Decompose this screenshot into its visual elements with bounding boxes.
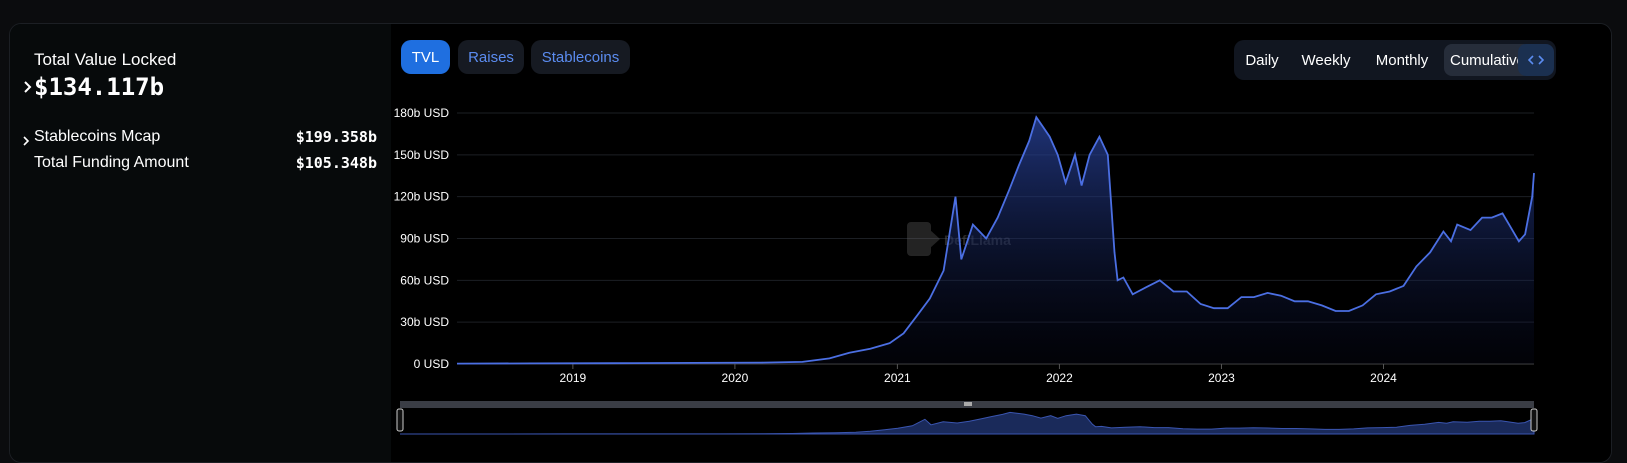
period-selector: Daily Weekly Monthly Cumulative	[1234, 40, 1556, 80]
code-icon[interactable]	[1518, 44, 1554, 76]
tab-raises[interactable]: Raises	[458, 40, 524, 74]
period-weekly[interactable]: Weekly	[1301, 51, 1351, 69]
chart-panel: TVL Raises Stablecoins	[391, 24, 1611, 462]
period-cumulative[interactable]: Cumulative	[1444, 44, 1531, 76]
total-funding-value: $105.348b	[295, 154, 377, 172]
stablecoins-mcap-value: $199.358b	[295, 128, 377, 146]
tab-stablecoins[interactable]: Stablecoins	[531, 40, 630, 74]
period-daily[interactable]: Daily	[1245, 51, 1279, 69]
tvl-label: Total Value Locked	[34, 50, 177, 69]
tvl-panel: Total Value Locked $134.117b Stablecoins…	[9, 23, 1612, 463]
period-monthly[interactable]: Monthly	[1375, 51, 1429, 69]
tab-tvl[interactable]: TVL	[401, 40, 450, 74]
chevron-right-icon[interactable]	[20, 79, 36, 95]
summary-panel: Total Value Locked $134.117b Stablecoins…	[10, 24, 391, 462]
chevron-right-icon[interactable]	[20, 134, 34, 148]
tvl-value: $134.117b	[34, 73, 165, 101]
stablecoins-mcap-label: Stablecoins Mcap	[34, 128, 161, 145]
total-funding-label: Total Funding Amount	[34, 154, 189, 171]
